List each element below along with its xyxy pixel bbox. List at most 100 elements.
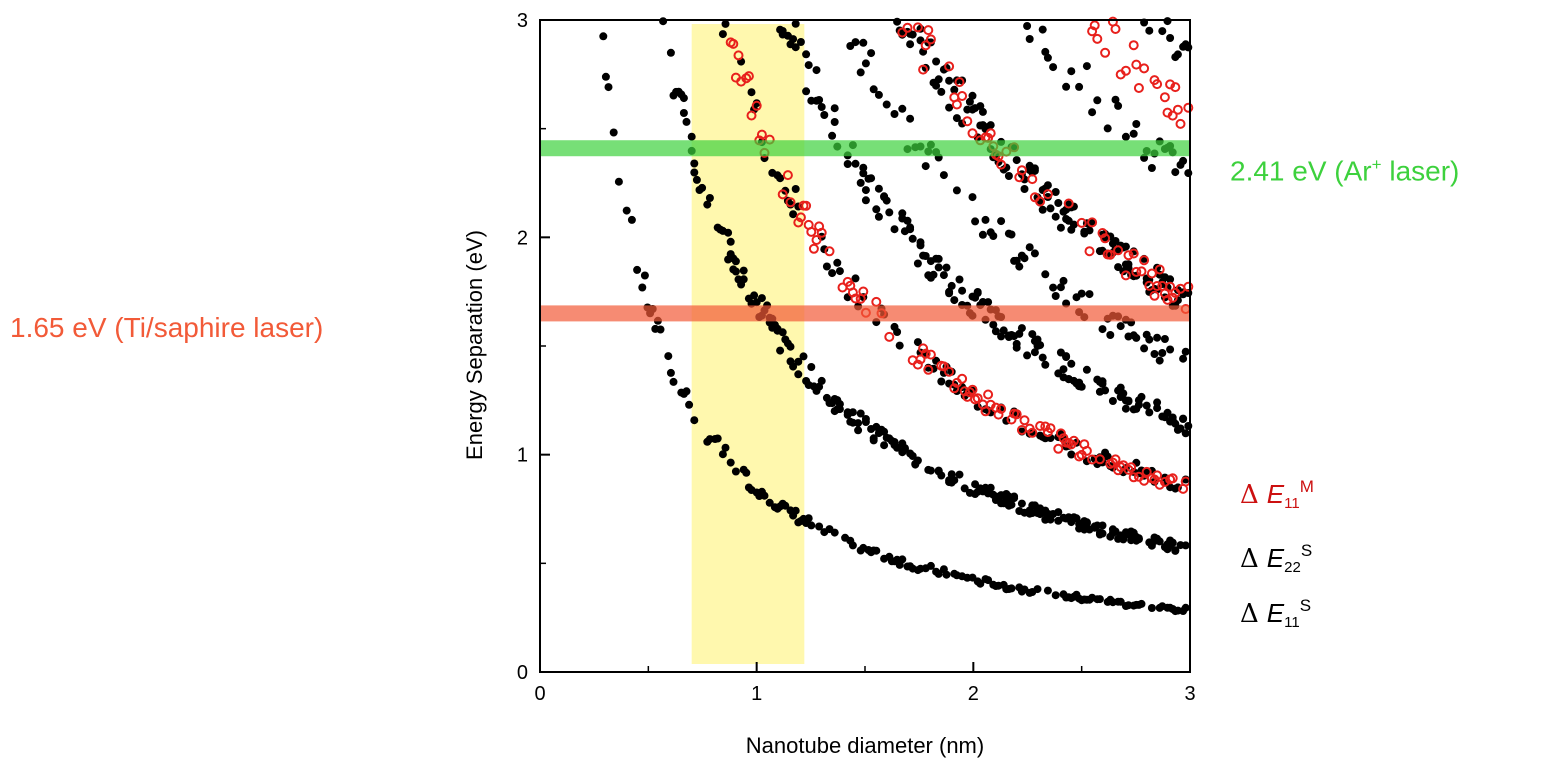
- data-point: [718, 30, 727, 39]
- data-point: [1033, 585, 1042, 594]
- data-point: [1159, 92, 1170, 103]
- data-point: [1023, 22, 1032, 30]
- data-point: [1033, 341, 1042, 350]
- data-point: [900, 445, 909, 453]
- data-point: [965, 97, 974, 106]
- data-point: [1030, 164, 1039, 173]
- data-point: [861, 196, 870, 205]
- x-tick-label: 1: [751, 683, 762, 705]
- data-point: [1147, 164, 1156, 172]
- data-point: [765, 498, 774, 507]
- data-point: [869, 85, 878, 94]
- data-point: [1059, 276, 1068, 285]
- data-point: [1181, 429, 1190, 438]
- data-point: [750, 291, 759, 300]
- data-point: [1168, 415, 1177, 424]
- data-point: [1085, 226, 1094, 235]
- data-point: [1028, 330, 1037, 339]
- data-point: [1141, 466, 1152, 477]
- data-point: [947, 281, 956, 290]
- data-point: [1004, 172, 1013, 180]
- data-point: [1062, 82, 1071, 91]
- data-point: [1131, 266, 1142, 277]
- data-point: [1150, 350, 1159, 358]
- data-point: [955, 275, 964, 284]
- data-point: [718, 450, 727, 459]
- data-point: [1152, 79, 1163, 90]
- data-point: [958, 286, 967, 295]
- data-point: [985, 128, 996, 139]
- data-point: [996, 403, 1007, 414]
- y-tick-label: 2: [517, 227, 528, 249]
- data-point: [1100, 233, 1111, 244]
- data-point: [938, 361, 949, 372]
- data-point: [902, 22, 913, 33]
- data-point: [1051, 212, 1060, 221]
- data-point: [1153, 333, 1162, 342]
- data-point: [1077, 289, 1086, 298]
- data-point: [973, 288, 982, 296]
- data-point: [1082, 519, 1091, 528]
- data-point: [913, 338, 922, 347]
- data-point: [1111, 95, 1120, 104]
- data-point: [1041, 360, 1050, 369]
- data-point: [925, 349, 936, 360]
- data-point: [869, 434, 878, 443]
- data-point: [955, 470, 964, 479]
- data-point: [1158, 349, 1167, 357]
- data-point: [967, 128, 978, 139]
- data-point: [1128, 472, 1139, 483]
- data-point: [1077, 382, 1086, 391]
- data-point: [807, 521, 816, 530]
- data-point: [1038, 205, 1047, 214]
- data-point: [985, 399, 996, 410]
- data-point: [1119, 389, 1128, 398]
- data-point: [1184, 43, 1193, 52]
- data-point: [733, 50, 744, 61]
- data-point: [872, 546, 881, 555]
- data-point: [913, 456, 922, 465]
- data-point: [1154, 264, 1165, 275]
- data-point: [808, 243, 819, 254]
- data-point: [833, 258, 842, 267]
- data-point: [939, 271, 948, 280]
- data-point: [721, 19, 730, 28]
- data-point: [848, 408, 857, 417]
- data-point: [703, 200, 712, 209]
- ti-sapphire-laser-label: 1.65 eV (Ti/saphire laser): [10, 312, 324, 343]
- data-point: [1165, 281, 1176, 292]
- data-point: [1179, 354, 1188, 363]
- data-point: [1030, 348, 1039, 357]
- data-point: [893, 17, 902, 26]
- data-point: [926, 257, 935, 266]
- data-point: [1155, 356, 1164, 365]
- data-point: [1068, 435, 1079, 446]
- data-point: [867, 174, 876, 183]
- data-point: [685, 400, 694, 409]
- data-point: [1025, 509, 1034, 518]
- data-point: [848, 541, 857, 550]
- data-point: [932, 81, 941, 90]
- data-point: [724, 228, 733, 237]
- data-point: [978, 230, 987, 239]
- data-point: [1063, 198, 1074, 209]
- data-point: [687, 132, 696, 141]
- data-point: [614, 177, 623, 186]
- data-point: [850, 293, 861, 304]
- series-label-e11m: Δ E11M: [1240, 477, 1314, 512]
- data-point: [739, 266, 748, 275]
- data-point: [1051, 591, 1060, 600]
- data-point: [856, 409, 865, 418]
- y-tick-label: 0: [517, 662, 528, 684]
- data-point: [893, 328, 902, 336]
- data-point: [916, 238, 925, 247]
- series-label-e22s: Δ E22S: [1240, 541, 1313, 576]
- data-point: [893, 443, 902, 452]
- data-point: [976, 102, 985, 111]
- data-point: [843, 160, 852, 168]
- plot-frame: [539, 19, 1191, 673]
- data-point: [999, 326, 1008, 335]
- data-point: [1019, 415, 1030, 426]
- data-point: [884, 331, 895, 342]
- data-point: [804, 514, 813, 523]
